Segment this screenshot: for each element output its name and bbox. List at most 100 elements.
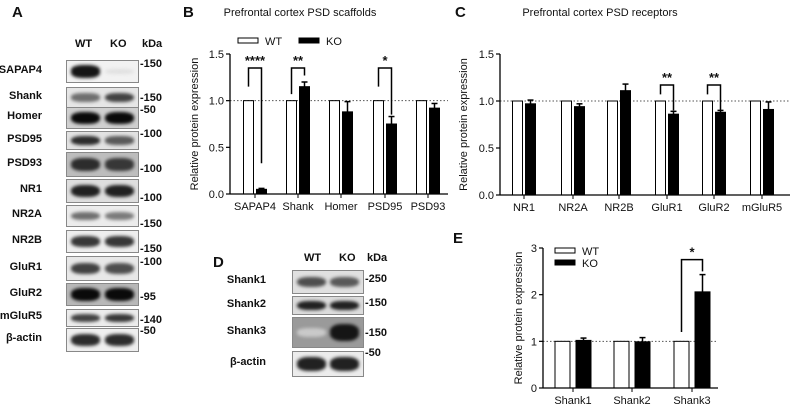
blot-band-ko <box>104 313 134 323</box>
blot-band-ko <box>104 112 134 124</box>
blot-strip <box>66 283 139 306</box>
blot-band-ko <box>104 184 134 198</box>
bar-ko-glur2 <box>715 111 726 196</box>
blot-a-header-kda: kDa <box>142 38 163 50</box>
blot-strip <box>292 296 364 315</box>
blot-band-wt <box>297 300 326 311</box>
blot-d-header-wt: WT <box>304 252 322 264</box>
blot-row-label: NR2A <box>12 208 42 220</box>
blot-band-wt <box>71 288 101 301</box>
significance-bracket <box>377 67 393 115</box>
blot-band-ko <box>330 276 359 288</box>
x-tick-label: Shank2 <box>613 395 650 407</box>
blot-kda-marker: -100 <box>140 128 163 140</box>
significance-stars: ** <box>662 70 673 85</box>
bar-ko-nr2a <box>574 106 585 196</box>
blot-band-wt <box>71 93 101 102</box>
bar-wt-nr1 <box>512 100 523 196</box>
y-tick-label: 2 <box>531 290 537 302</box>
legend-swatch-wt <box>237 37 259 44</box>
x-tick-label: NR1 <box>513 202 535 214</box>
legend-swatch-ko <box>554 259 576 266</box>
blot-band-wt <box>71 158 101 171</box>
y-tick-label: 1.0 <box>209 96 224 108</box>
y-tick-label: 0.5 <box>209 142 224 154</box>
blot-row-label: GluR2 <box>9 286 42 299</box>
legend-swatch-wt <box>554 247 576 254</box>
significance-stars: ** <box>709 70 720 85</box>
blot-band-wt <box>71 65 101 78</box>
y-tick-label: 1 <box>531 336 537 348</box>
blot-strip <box>292 351 364 377</box>
bar-wt-mglur5 <box>750 100 761 196</box>
blot-row-label: Shank1 <box>226 274 266 286</box>
blot-band-wt <box>71 262 101 275</box>
blot-kda-marker: -95 <box>140 291 156 303</box>
x-tick-label: NR2A <box>558 202 588 214</box>
blot-kda-marker: -50 <box>365 347 381 359</box>
blot-kda-marker: -100 <box>140 192 163 204</box>
y-tick-label: 1.5 <box>479 49 494 61</box>
chart-title: Prefrontal cortex PSD receptors <box>522 7 678 19</box>
x-tick-label: Shank <box>282 201 314 213</box>
y-axis-label: Relative protein expression <box>189 58 201 191</box>
blot-kda-marker: -140 <box>140 314 163 326</box>
bar-wt-glur1 <box>655 100 666 196</box>
x-tick-label: SAPAP4 <box>234 201 276 213</box>
blot-row-label: NR1 <box>19 183 42 195</box>
blot-band-wt <box>297 276 326 288</box>
bar-ko-sapap4 <box>256 188 267 195</box>
y-tick-label: 1.5 <box>209 49 224 61</box>
significance-bracket <box>247 67 263 164</box>
significance-bracket <box>680 258 704 332</box>
blot-kda-marker: -250 <box>365 273 388 285</box>
blot-row-label: mGluR5 <box>0 310 42 322</box>
blot-band-ko <box>104 211 134 221</box>
panel-letter-a: A <box>12 4 23 21</box>
x-tick-label: PSD93 <box>411 201 446 213</box>
y-tick-label: 0.5 <box>479 143 494 155</box>
blot-kda-marker: -150 <box>140 92 163 104</box>
blot-kda-marker: -150 <box>140 243 163 255</box>
y-axis-label: Relative protein expression <box>513 252 525 385</box>
x-tick-label: NR2B <box>604 202 633 214</box>
blot-kda-marker: -100 <box>140 163 163 175</box>
blot-strip <box>66 309 139 327</box>
blot-row-label: Shank <box>8 89 42 102</box>
panel-letter-c: C <box>455 4 466 21</box>
bar-wt-sapap4 <box>243 100 254 195</box>
bar-wt-shank2 <box>613 340 630 389</box>
blot-strip <box>66 179 139 203</box>
y-tick-label: 0.0 <box>209 189 224 201</box>
blot-row-label: Shank2 <box>226 297 266 310</box>
blot-band-wt <box>71 235 101 248</box>
legend-swatch-ko <box>298 37 320 44</box>
x-tick-label: Homer <box>324 201 357 213</box>
blot-band-ko <box>104 288 134 301</box>
blot-a-header-wt: WT <box>75 38 93 50</box>
blot-d-header-kda: kDa <box>367 252 388 264</box>
y-tick-label: 3 <box>531 243 537 255</box>
blot-band-wt <box>297 357 326 371</box>
significance-bracket <box>659 84 675 111</box>
significance-stars: * <box>689 245 695 260</box>
significance-bracket <box>290 67 306 95</box>
x-tick-label: PSD95 <box>368 201 403 213</box>
bar-wt-nr2b <box>607 100 618 196</box>
blot-strip <box>66 60 139 83</box>
blot-band-ko <box>104 158 134 171</box>
bar-wt-nr2a <box>561 100 572 196</box>
blot-kda-marker: -50 <box>140 325 156 337</box>
bar-ko-mglur5 <box>763 108 774 196</box>
panel-letter-e: E <box>453 230 464 247</box>
blot-row-label: β-actin <box>5 332 42 344</box>
blot-band-wt <box>71 135 101 146</box>
bar-ko-shank <box>299 86 310 195</box>
blot-band-ko <box>104 235 134 248</box>
blot-band-ko <box>330 357 359 371</box>
blot-band-ko <box>104 68 134 75</box>
y-axis-label: Relative protein expression <box>458 58 470 191</box>
bar-wt-shank <box>286 100 297 195</box>
bar-ko-nr1 <box>525 103 536 196</box>
